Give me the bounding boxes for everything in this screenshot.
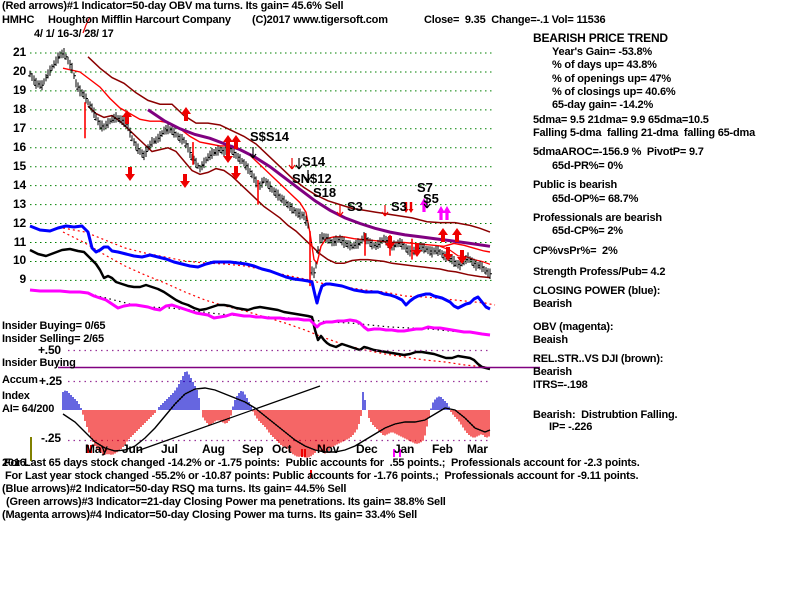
ai-scale-label: +.50 <box>38 343 61 357</box>
price-axis-label: 10 <box>13 253 26 267</box>
price-axis-label: 12 <box>13 216 26 230</box>
price-axis-label: 16 <box>13 140 26 154</box>
sell-signal-label: S3 <box>347 199 363 214</box>
sell-signal-label: S18 <box>313 185 337 200</box>
price-axis-label: 14 <box>13 178 26 192</box>
right-panel-line: 65d-CP%= 2% <box>552 225 623 237</box>
right-panel-line: ITRS=-.198 <box>533 379 588 391</box>
month-label: Sep <box>242 442 264 456</box>
month-label: May <box>85 442 108 456</box>
footer-line: (Magenta arrows)#4 Indicator=50-day Clos… <box>2 509 417 521</box>
right-panel-line: % of days up= 43.8% <box>552 59 657 71</box>
ai-scale-label: +.25 <box>39 374 62 388</box>
footer-line: For Last 65 days stock changed -14.2% or… <box>4 457 640 469</box>
right-panel-line: Strength Profess/Pub= 4.2 <box>533 266 666 278</box>
right-panel-line: Year's Gain= -53.8% <box>552 46 653 58</box>
right-panel-line: Falling 5-dma falling 21-dma falling 65-… <box>533 127 756 139</box>
price-axis-label: 21 <box>13 45 26 59</box>
right-panel-line: % of closings up= 40.6% <box>552 86 676 98</box>
right-panel-line: OBV (magenta): <box>533 321 614 333</box>
insider-buying-count: Insider Buying= 0/65 <box>2 320 106 332</box>
indicator1-line: (Red arrows)#1 Indicator=50-day OBV ma t… <box>2 0 344 12</box>
price-axis-label: 15 <box>13 159 26 173</box>
price-axis-label: 17 <box>13 121 26 135</box>
right-panel-line: BEARISH PRICE TREND <box>533 31 668 45</box>
sell-signal-label: S3 <box>391 199 407 214</box>
ai-scale-label: -.25 <box>41 431 61 445</box>
right-panel-line: Bearish <box>533 366 572 378</box>
right-panel-line: Public is bearish <box>533 179 618 191</box>
right-panel-line: 65d-PR%= 0% <box>552 160 623 172</box>
month-label: Feb <box>432 442 453 456</box>
month-label: Jun <box>122 442 143 456</box>
right-panel-line: IP= -.226 <box>549 421 593 433</box>
price-axis-label: 19 <box>13 83 26 97</box>
right-panel-line: Bearish <box>533 298 572 310</box>
month-label: Oct <box>272 442 292 456</box>
price-axis-label: 20 <box>13 64 26 78</box>
right-panel-line: 5dmaAROC=-156.9 % PivotP= 9.7 <box>533 146 704 158</box>
insider-selling-count: Insider Selling= 2/65 <box>2 333 104 345</box>
right-panel-line: 5dma= 9.5 21dma= 9.9 65dma=10.5 <box>533 114 709 126</box>
month-label: Aug <box>202 442 225 456</box>
sell-signal-label: S5 <box>423 191 439 206</box>
footer-line: (Green arrows)#3 Indicator=21-day Closin… <box>6 496 446 508</box>
month-label: Mar <box>467 442 488 456</box>
sell-signal-label: S7 <box>417 180 433 195</box>
right-panel-line: % of openings up= 47% <box>552 73 671 85</box>
right-panel-line: REL.STR..VS DJI (brown): <box>533 353 664 365</box>
sell-signal-label: S14 <box>302 154 326 169</box>
right-panel-line: Professionals are bearish <box>533 212 662 224</box>
accum-index-label-1: Insider Buying <box>2 357 76 369</box>
sell-signal-label: S$S14 <box>250 129 290 144</box>
right-panel-line: 65d-OP%= 68.7% <box>552 193 639 205</box>
company-name: Houghton Mifflin Harcourt Company <box>48 14 231 26</box>
right-panel-line: 65-day gain= -14.2% <box>552 99 654 111</box>
date-range-label: 4/ 1/ 16-3/ 28/ 17 <box>34 28 114 40</box>
accum-index-label-2: Accum <box>2 374 38 386</box>
right-panel-line: Beaish <box>533 334 568 346</box>
quote-summary: Close= 9.35 Change=-.1 Vol= 11536 <box>424 14 606 26</box>
sell-signal-label: SN$12 <box>292 171 332 186</box>
copyright-label: (C)2017 www.tigersoft.com <box>252 14 388 26</box>
month-label: Jul <box>161 442 178 456</box>
price-axis-label: 18 <box>13 102 26 116</box>
footer-line: (Blue arrows)#2 Indicator=50-day RSQ ma … <box>2 483 347 495</box>
price-axis-label: 11 <box>13 235 26 249</box>
right-panel-line: CP%vsPr%= 2% <box>533 245 618 257</box>
price-axis-label: 13 <box>13 197 26 211</box>
month-label: Dec <box>356 442 378 456</box>
right-panel-line: CLOSING POWER (blue): <box>533 285 661 297</box>
x-axis-year-label: 2016. <box>2 457 29 469</box>
month-label: Jan <box>394 442 415 456</box>
right-panel-line: Bearish: Distrubtion Falling. <box>533 409 678 421</box>
price-axis-label: 9 <box>19 272 27 286</box>
accum-index-label-3: Index <box>2 390 30 402</box>
ticker-symbol: HMHC <box>2 14 35 26</box>
footer-line: For Last year stock changed -55.2% or -1… <box>5 470 639 482</box>
accum-index-value: AI= 64/200 <box>2 403 55 415</box>
month-label: Nov <box>317 442 340 456</box>
